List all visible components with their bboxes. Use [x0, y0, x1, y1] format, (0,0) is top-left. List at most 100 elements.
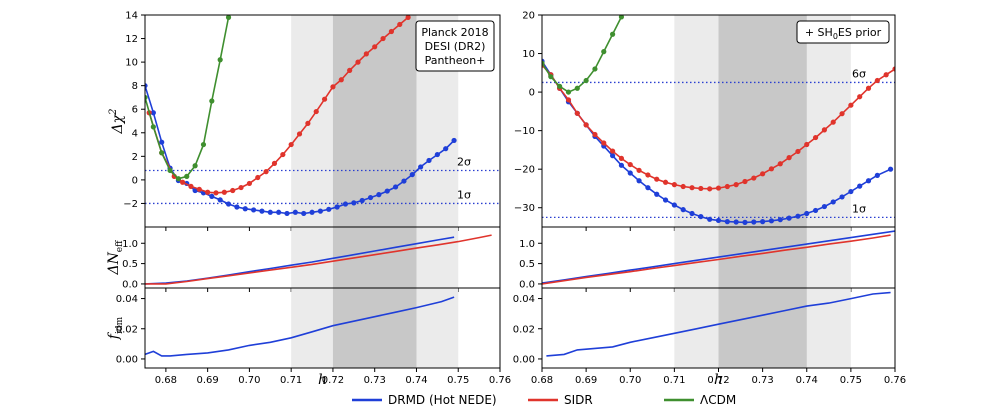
data-point-drmd [384, 188, 390, 194]
data-point-sidr [627, 161, 633, 168]
data-point-sidr [733, 182, 739, 188]
y-tick-label: 0.00 [116, 354, 138, 365]
data-point-sidr [777, 161, 783, 167]
x-tick-label: 0.72 [707, 375, 729, 386]
data-point-sidr [196, 186, 202, 192]
y-tick-label: 0 [529, 88, 535, 99]
data-point-lcdm [618, 15, 625, 20]
x-axis-label: h [318, 372, 327, 388]
y-axis-label-top: Δχ2 [108, 109, 126, 135]
data-point-drmd [309, 209, 315, 215]
data-point-drmd [150, 110, 156, 116]
data-point-sidr [786, 155, 792, 161]
data-point-sidr [313, 108, 319, 115]
y-tick-label: 0.04 [116, 294, 138, 305]
series-line-drmd [546, 291, 891, 357]
data-point-drmd [342, 201, 349, 207]
data-point-lcdm [209, 98, 215, 104]
data-point-drmd [821, 203, 828, 210]
data-point-sidr [583, 122, 589, 128]
x-tick-label: 0.70 [619, 375, 641, 386]
series-line-drmd [542, 230, 895, 284]
data-point-sidr [397, 21, 403, 28]
data-point-lcdm [175, 176, 182, 182]
data-point-sidr [715, 185, 722, 191]
data-point-drmd [434, 151, 440, 158]
panel-1-bottom: 0.00 0.02 0.04 0.68 0.69 0.70 0.71 0.72 0.73 0.74… [513, 287, 906, 386]
sigma-label: 2σ [457, 155, 471, 168]
y-tick-label: −10 [514, 126, 535, 137]
data-point-sidr [768, 166, 775, 172]
data-point-drmd [671, 202, 677, 208]
data-point-sidr [742, 178, 748, 185]
data-point-sidr [574, 110, 580, 116]
data-point-drmd [768, 218, 775, 224]
data-point-drmd [865, 178, 872, 184]
data-point-drmd [777, 217, 783, 223]
y-tick-label: 2 [132, 152, 138, 163]
x-tick-label: 0.70 [238, 375, 260, 386]
x-axis-label: h [714, 372, 723, 388]
y-tick-label: 10 [125, 58, 138, 69]
series-sidr [542, 234, 891, 285]
y-tick-label: −2 [123, 199, 138, 210]
series-drmd [145, 296, 455, 357]
data-point-sidr [618, 155, 625, 161]
data-point-sidr [405, 15, 411, 20]
panel-1-top: 6σ 1σ −30 −20 −10 0 10 20 [514, 11, 896, 231]
data-point-drmd [848, 188, 854, 195]
x-tick-label: 0.71 [280, 375, 302, 386]
data-point-sidr [601, 140, 607, 146]
y-tick-label: 1.0 [122, 239, 138, 250]
x-tick-label: 0.76 [489, 375, 511, 386]
x-tick-label: 0.73 [364, 375, 386, 386]
y-axis-label-middle: ΔNeff [106, 240, 125, 276]
data-point-sidr [698, 185, 704, 192]
x-tick-label: 0.71 [663, 375, 685, 386]
data-point-sidr [592, 131, 598, 138]
data-point-drmd [662, 197, 669, 203]
data-point-lcdm [565, 89, 572, 95]
data-point-drmd [234, 204, 240, 210]
y-tick-label: 14 [125, 11, 138, 22]
y-tick-label: −20 [514, 165, 535, 176]
data-point-sidr [804, 141, 810, 148]
panel-0-middle: 0.0 0.5 1.0 [122, 226, 501, 292]
x-tick-label: 0.75 [840, 375, 862, 386]
data-point-sidr [330, 84, 336, 90]
annotation-line: + SH0ES prior [805, 26, 882, 41]
data-point-drmd [751, 219, 757, 225]
data-point-drmd [804, 210, 810, 217]
data-point-sidr [795, 148, 801, 155]
series-line-lcdm [542, 15, 624, 94]
h-band-dark [718, 288, 807, 368]
y-tick-label: 0.04 [513, 294, 535, 305]
data-point-sidr [565, 97, 572, 103]
data-point-drmd [292, 209, 298, 215]
data-point-drmd [645, 185, 651, 191]
data-point-sidr [238, 184, 244, 191]
data-point-sidr [380, 35, 386, 42]
data-point-drmd [326, 206, 332, 212]
data-point-drmd [812, 207, 819, 214]
data-point-lcdm [217, 57, 223, 63]
data-point-sidr [288, 141, 294, 148]
data-point-drmd [742, 219, 748, 225]
data-point-sidr [892, 66, 895, 72]
data-point-drmd [145, 83, 148, 89]
h-band-dark [332, 227, 417, 288]
data-point-lcdm [542, 60, 545, 66]
x-tick-label: 0.74 [405, 375, 427, 386]
y-tick-label: 20 [522, 11, 535, 22]
data-point-drmd [301, 210, 307, 217]
data-point-sidr [848, 102, 854, 108]
data-point-drmd [409, 171, 415, 178]
data-point-sidr [636, 167, 642, 173]
legend: DRMD (Hot NEDE) SIDR ΛCDM [352, 393, 736, 407]
data-point-drmd [334, 204, 340, 210]
data-point-sidr [654, 176, 660, 182]
y-tick-label: 6 [132, 105, 138, 116]
data-point-sidr [883, 72, 889, 78]
